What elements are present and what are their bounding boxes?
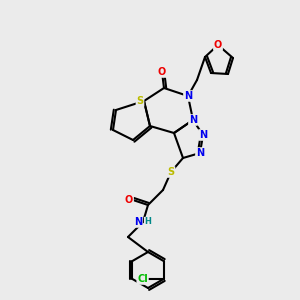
Text: N: N: [196, 148, 204, 158]
Text: O: O: [158, 67, 166, 77]
Text: S: S: [167, 167, 175, 177]
Text: O: O: [214, 40, 222, 50]
Text: H: H: [145, 218, 152, 226]
Text: S: S: [136, 96, 144, 106]
Text: N: N: [184, 91, 192, 101]
Text: O: O: [125, 195, 133, 205]
Text: N: N: [199, 130, 207, 140]
Text: Cl: Cl: [137, 274, 148, 284]
Text: N: N: [189, 115, 197, 125]
Text: N: N: [134, 217, 142, 227]
